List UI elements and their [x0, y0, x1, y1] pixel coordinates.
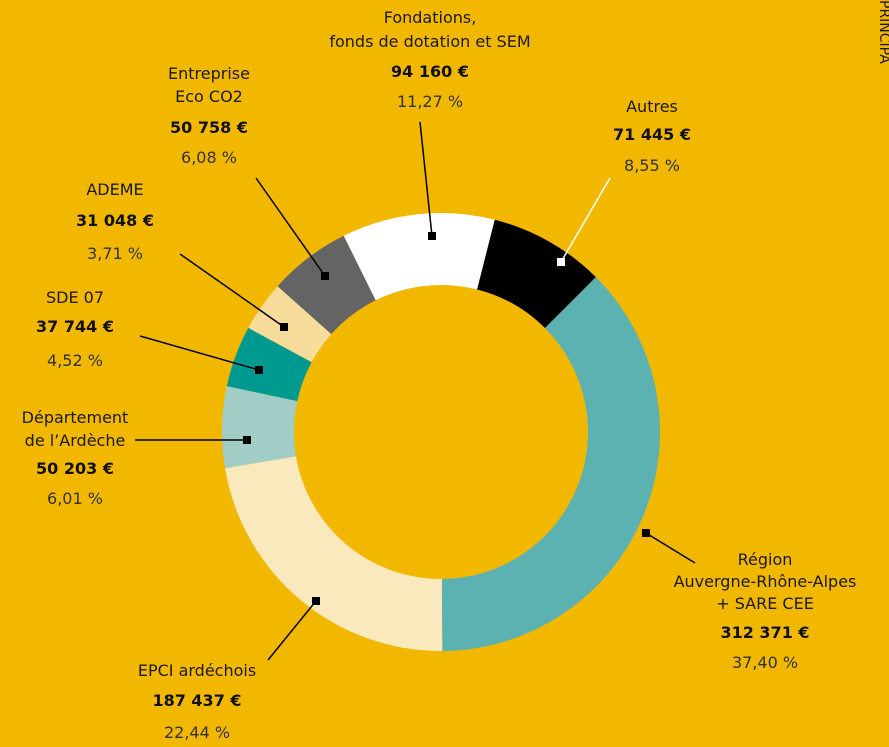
leader-dot	[642, 529, 650, 537]
segment-percent: 37,40 %	[732, 653, 798, 672]
segment-amount: 37 744 €	[36, 317, 114, 336]
donut-segment	[277, 235, 376, 335]
segment-amount: 50 203 €	[36, 459, 114, 478]
segment-name: Auvergne-Rhône-Alpes	[674, 572, 857, 591]
segment-amount: 31 048 €	[76, 211, 154, 230]
leader-dot	[321, 272, 329, 280]
segment-name: + SARE CEE	[716, 594, 814, 613]
leader-dot	[243, 436, 251, 444]
segment-percent: 8,55 %	[624, 156, 680, 175]
leader-line	[560, 177, 611, 263]
segment-name: Autres	[626, 97, 678, 116]
leader-dot	[312, 597, 320, 605]
donut-segment	[248, 286, 332, 363]
leader-line	[255, 177, 326, 277]
segment-percent: 4,52 %	[47, 351, 103, 370]
segment-amount: 71 445 €	[613, 125, 691, 144]
segment-name: fonds de dotation et SEM	[329, 32, 530, 51]
segment-amount: 312 371 €	[720, 623, 809, 642]
leader-dot	[280, 323, 288, 331]
leader-line	[179, 253, 285, 328]
segment-name: Fondations,	[384, 8, 477, 27]
segment-name: Département	[22, 408, 129, 427]
side-label: PRINCIPA	[876, 0, 889, 64]
segment-name: Entreprise	[168, 64, 250, 83]
segment-name: ADEME	[86, 180, 143, 199]
donut-segment	[226, 327, 312, 402]
donut-segment	[343, 212, 495, 301]
segment-name: Eco CO2	[175, 87, 243, 106]
leader-dot	[428, 232, 436, 240]
leader-line	[139, 335, 260, 371]
segment-percent: 22,44 %	[164, 723, 230, 742]
donut-segment	[441, 277, 660, 651]
segment-amount: 187 437 €	[152, 691, 241, 710]
leader-line	[645, 532, 696, 564]
segment-percent: 6,08 %	[181, 148, 237, 167]
segment-amount: 94 160 €	[391, 62, 469, 81]
leader-dot	[255, 366, 263, 374]
leader-dot	[557, 258, 565, 266]
segment-percent: 11,27 %	[397, 92, 463, 111]
segment-name: EPCI ardéchois	[138, 661, 256, 680]
donut-segment	[221, 386, 298, 469]
segment-amount: 50 758 €	[170, 118, 248, 137]
segment-name: de l’Ardèche	[25, 431, 126, 450]
leader-line	[267, 600, 317, 661]
segment-name: Région	[738, 550, 793, 569]
segment-percent: 3,71 %	[87, 244, 143, 263]
leader-line	[419, 121, 433, 237]
donut-segment	[225, 456, 443, 651]
segment-percent: 6,01 %	[47, 489, 103, 508]
segment-name: SDE 07	[46, 288, 104, 307]
donut-segment	[477, 219, 596, 329]
